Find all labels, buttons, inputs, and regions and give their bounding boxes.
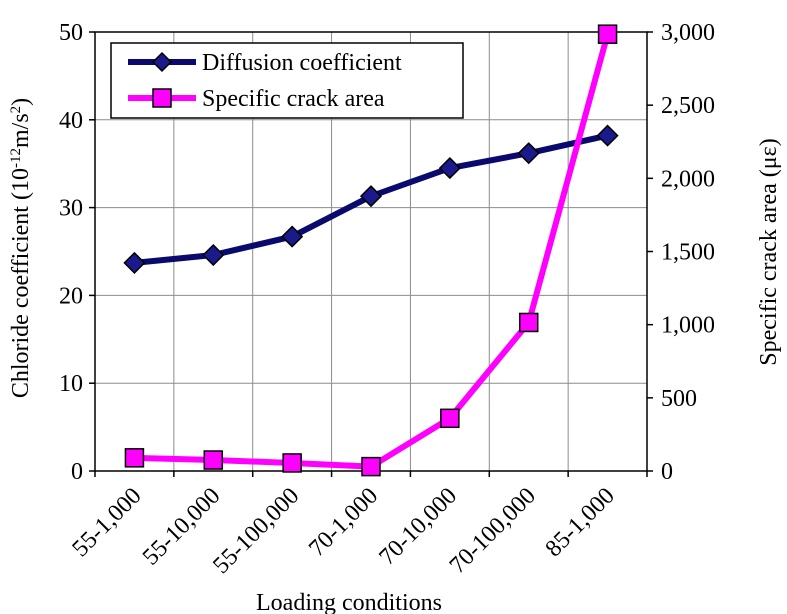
point-crack xyxy=(518,312,539,333)
x-axis-title: Loading conditions xyxy=(256,590,442,614)
point-crack xyxy=(124,448,145,468)
point-crack xyxy=(361,456,381,477)
right-tick-label: 1,000 xyxy=(661,313,715,339)
point-diffusion xyxy=(202,243,225,267)
left-axis: 0 10 20 30 40 50 xyxy=(59,20,95,485)
point-diffusion xyxy=(123,251,146,274)
series-layer xyxy=(123,24,619,477)
legend: Diffusion coefficient Specific crack are… xyxy=(110,42,464,119)
left-tick-label: 20 xyxy=(59,283,83,309)
right-tick-label: 500 xyxy=(661,386,697,412)
x-tick-label: 70-1,000 xyxy=(304,483,383,562)
point-crack xyxy=(440,408,460,429)
point-diffusion xyxy=(596,124,619,147)
right-tick-label: 1,500 xyxy=(661,240,715,266)
point-crack xyxy=(203,450,224,470)
legend-label-diffusion: Diffusion coefficient xyxy=(202,50,402,76)
x-tick-label: 70-100,000 xyxy=(445,483,541,579)
x-tick-label: 55-100,000 xyxy=(208,483,304,579)
left-tick-label: 50 xyxy=(59,20,83,46)
x-tick-label: 85-1,000 xyxy=(541,483,620,562)
right-tick-label: 2,500 xyxy=(661,93,715,119)
right-tick-label: 2,000 xyxy=(661,166,715,192)
y-axis-title-left: Chloride coefficient (10-12m/s2) xyxy=(8,98,34,398)
point-diffusion xyxy=(359,185,383,208)
legend-item-diffusion: Diffusion coefficient xyxy=(128,50,402,76)
left-tick-label: 30 xyxy=(59,196,83,222)
legend-label-crack: Specific crack area xyxy=(202,86,385,112)
left-tick-label: 0 xyxy=(71,459,83,485)
legend-marker-diffusion xyxy=(151,51,173,73)
right-tick-label: 0 xyxy=(661,459,673,485)
right-axis: 0 500 1,000 1,500 2,000 2,500 3,000 xyxy=(647,20,715,485)
point-crack xyxy=(597,24,618,44)
left-tick-label: 40 xyxy=(59,108,83,134)
point-diffusion xyxy=(438,157,461,180)
left-tick-label: 10 xyxy=(59,371,83,397)
legend-item-crack: Specific crack area xyxy=(128,86,385,112)
y-axis-title-right: Specific crack area (με) xyxy=(756,138,782,365)
point-crack xyxy=(282,453,302,473)
legend-marker-crack xyxy=(152,88,172,108)
point-diffusion xyxy=(281,225,304,248)
x-tick-label: 55-1,000 xyxy=(67,483,146,562)
right-tick-label: 3,000 xyxy=(661,20,715,46)
point-diffusion xyxy=(517,142,540,165)
